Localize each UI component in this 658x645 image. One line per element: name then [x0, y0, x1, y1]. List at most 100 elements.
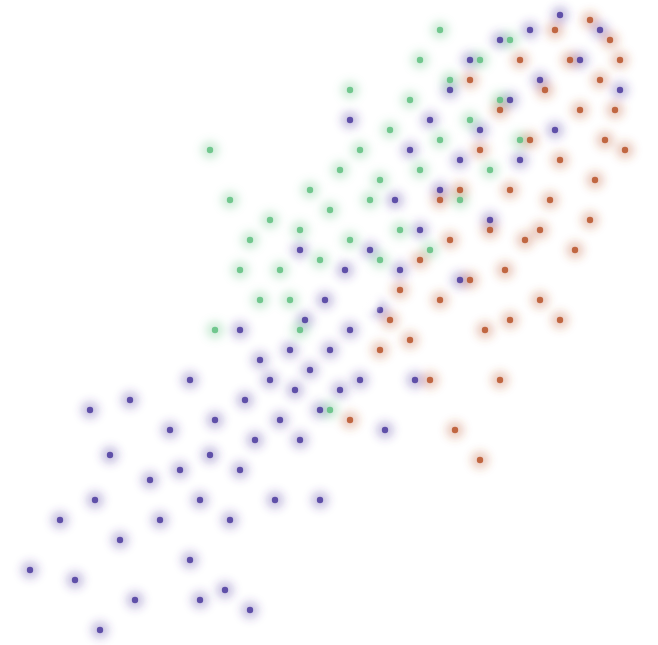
scatter-point — [607, 37, 613, 43]
point-halo — [221, 511, 239, 529]
scatter-point — [452, 427, 458, 433]
scatter-point — [457, 277, 463, 283]
scatter-point — [427, 377, 433, 383]
scatter-point — [227, 517, 233, 523]
scatter-point — [517, 157, 523, 163]
point-layer — [27, 12, 628, 633]
scatter-point — [292, 387, 298, 393]
point-halo — [496, 261, 514, 279]
point-halo — [81, 401, 99, 419]
point-halo — [111, 531, 129, 549]
scatter-point — [347, 237, 353, 243]
point-halo — [86, 491, 104, 509]
point-halo — [566, 241, 584, 259]
point-halo — [331, 161, 349, 179]
chart — [0, 0, 658, 645]
scatter-point — [467, 57, 473, 63]
scatter-point — [367, 197, 373, 203]
scatter-point — [552, 27, 558, 33]
scatter-point — [572, 247, 578, 253]
point-halo — [601, 31, 619, 49]
scatter-point — [557, 157, 563, 163]
plot-area — [21, 6, 634, 639]
point-halo — [341, 111, 359, 129]
point-halo — [231, 461, 249, 479]
scatter-point — [497, 37, 503, 43]
scatter-point — [317, 407, 323, 413]
point-halo — [501, 31, 519, 49]
point-halo — [411, 51, 429, 69]
scatter-point — [617, 87, 623, 93]
scatter-point — [367, 247, 373, 253]
point-halo — [421, 111, 439, 129]
scatter-point — [457, 197, 463, 203]
point-halo — [341, 411, 359, 429]
point-halo — [596, 131, 614, 149]
scatter-point — [417, 57, 423, 63]
point-halo — [501, 311, 519, 329]
point-halo — [491, 101, 509, 119]
scatter-point — [417, 227, 423, 233]
scatter-point — [567, 57, 573, 63]
point-halo — [591, 71, 609, 89]
scatter-point — [127, 397, 133, 403]
point-halo — [606, 101, 624, 119]
point-halo — [361, 191, 379, 209]
scatter-point — [497, 107, 503, 113]
point-halo — [336, 261, 354, 279]
scatter-point — [477, 57, 483, 63]
point-halo — [291, 221, 309, 239]
point-halo — [321, 401, 339, 419]
scatter-point — [537, 77, 543, 83]
point-halo — [586, 171, 604, 189]
scatter-point — [487, 217, 493, 223]
scatter-point — [497, 377, 503, 383]
point-halo — [266, 491, 284, 509]
scatter-point — [357, 147, 363, 153]
scatter-point — [592, 177, 598, 183]
point-halo — [91, 621, 109, 639]
scatter-point — [167, 427, 173, 433]
point-halo — [371, 251, 389, 269]
point-halo — [161, 421, 179, 439]
scatter-point — [212, 417, 218, 423]
halo-layer — [21, 6, 634, 639]
scatter-point — [87, 407, 93, 413]
scatter-point — [377, 257, 383, 263]
scatter-point — [397, 267, 403, 273]
scatter-point — [522, 237, 528, 243]
scatter-point — [107, 452, 113, 458]
scatter-point — [577, 107, 583, 113]
scatter-point — [317, 257, 323, 263]
point-halo — [616, 141, 634, 159]
scatter-point — [377, 347, 383, 353]
point-halo — [551, 151, 569, 169]
scatter-point — [227, 197, 233, 203]
point-halo — [341, 231, 359, 249]
scatter-point — [272, 497, 278, 503]
point-halo — [331, 381, 349, 399]
point-halo — [471, 51, 489, 69]
scatter-point — [427, 247, 433, 253]
scatter-point — [387, 127, 393, 133]
point-halo — [351, 371, 369, 389]
point-halo — [51, 511, 69, 529]
scatter-point — [337, 167, 343, 173]
scatter-point — [447, 77, 453, 83]
scatter-point — [252, 437, 258, 443]
scatter-point — [177, 467, 183, 473]
point-halo — [181, 371, 199, 389]
point-halo — [231, 321, 249, 339]
point-halo — [261, 211, 279, 229]
scatter-point — [437, 187, 443, 193]
point-halo — [546, 121, 564, 139]
scatter-point — [617, 57, 623, 63]
point-halo — [536, 81, 554, 99]
scatter-point — [287, 297, 293, 303]
scatter-point — [237, 267, 243, 273]
point-halo — [381, 311, 399, 329]
scatter-point — [497, 97, 503, 103]
point-halo — [246, 431, 264, 449]
point-halo — [66, 571, 84, 589]
point-halo — [441, 231, 459, 249]
